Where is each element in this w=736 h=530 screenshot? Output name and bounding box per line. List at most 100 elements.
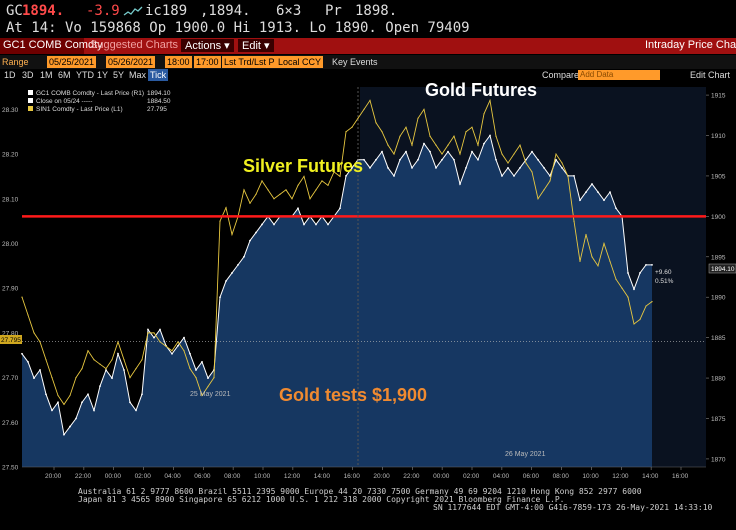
gold-point [243, 255, 245, 258]
legend-gold-name: GC1 COMB Comdty - Last Price (R1) [36, 90, 144, 97]
gold-point [387, 166, 389, 169]
silver-point [639, 318, 641, 321]
period-5y[interactable]: 5Y [113, 70, 125, 80]
quote-last-price: 1894. [22, 3, 65, 19]
gold-futures-label: Gold Futures [425, 81, 537, 100]
left-tick-label: 27.90 [2, 286, 19, 293]
silver-point [21, 296, 23, 298]
gold-point [117, 352, 119, 355]
left-tick-label: 28.10 [2, 196, 19, 203]
add-data-input[interactable]: Add Data [578, 70, 660, 80]
time-start-field[interactable]: 18:00 [165, 56, 192, 68]
legend-gold-value: 1894.10 [147, 90, 171, 97]
day-label-1: 25 May 2021 [190, 391, 231, 398]
silver-point [57, 394, 59, 397]
gold-point [129, 401, 131, 404]
silver-point [87, 350, 89, 352]
gold-point [417, 158, 419, 161]
silver-point [303, 175, 305, 178]
x-tick-label: 10:00 [254, 473, 271, 480]
silver-point [153, 332, 155, 334]
x-axis: 20:00 22:00 00:00 02:00 04:00 06:00 08:00 10:00… [22, 466, 706, 480]
gold-point [81, 401, 83, 404]
period-max[interactable]: Max [129, 70, 147, 80]
gold-point [375, 158, 377, 161]
legend-close-name: Close on 05/24 ----- [36, 98, 92, 105]
silver-point [213, 376, 215, 379]
period-3d[interactable]: 3D [22, 70, 34, 80]
footer: Australia 61 2 9777 8600 Brazil 5511 239… [0, 486, 736, 530]
x-tick-label: 12:00 [284, 473, 301, 480]
gold-point [327, 223, 329, 226]
silver-point [423, 108, 425, 110]
silver-point [393, 153, 395, 155]
gold-point [159, 328, 161, 331]
legend-swatch-close [28, 98, 33, 103]
x-tick-label: 10:00 [582, 473, 599, 480]
silver-point [333, 171, 335, 173]
gold-point [219, 296, 221, 299]
gold-point [147, 328, 149, 331]
period-tick[interactable]: Tick [148, 69, 169, 81]
range-bar: Range 05/25/2021 05/26/2021 18:00 17:00 … [0, 55, 736, 69]
gold-point [75, 417, 77, 420]
edit-menu[interactable]: Edit ▾ [238, 39, 274, 52]
actions-menu[interactable]: Actions ▾ [181, 39, 234, 52]
period-1d[interactable]: 1D [4, 70, 16, 80]
gold-point [105, 369, 107, 371]
gold-point [315, 223, 317, 226]
period-1y[interactable]: 1Y [97, 70, 109, 80]
range-start-field[interactable]: 05/25/2021 [47, 56, 97, 68]
silver-point [363, 108, 365, 110]
silver-point [207, 385, 209, 388]
legend-swatch-silver [28, 106, 33, 111]
gold-point [225, 280, 227, 282]
silver-point [189, 368, 191, 370]
edit-chart-button[interactable]: Edit Chart [690, 70, 731, 80]
time-end-field[interactable]: 17:00 [194, 56, 221, 68]
price-mode-select[interactable]: Lst Trd/Lst P [222, 56, 277, 68]
silver-point [345, 131, 347, 133]
silver-point [549, 180, 551, 182]
x-tick-label: 02:00 [135, 473, 152, 480]
gold-point [555, 158, 557, 161]
range-end-field[interactable]: 05/26/2021 [106, 56, 156, 68]
silver-point [201, 394, 203, 397]
silver-line [21, 98, 653, 406]
gold-point [579, 199, 581, 202]
left-tick-label: 27.60 [2, 420, 19, 427]
period-ytd[interactable]: YTD [76, 70, 94, 80]
silver-point [381, 131, 383, 133]
silver-point [183, 350, 185, 352]
silver-futures-label: Silver Futures [243, 156, 363, 176]
gold-point [435, 166, 437, 169]
silver-point [453, 135, 455, 137]
x-tick-label: 22:00 [75, 473, 92, 480]
left-tick-label: 28.30 [2, 107, 19, 114]
suggested-charts-button[interactable]: Suggested Charts [90, 39, 179, 51]
x-tick-label: 16:00 [672, 473, 689, 480]
silver-point [267, 189, 269, 191]
period-1m[interactable]: 1M [40, 70, 53, 80]
silver-point [111, 359, 113, 361]
silver-point [495, 135, 497, 137]
x-tick-label: 20:00 [373, 473, 390, 480]
right-tick-label: 1880 [711, 376, 726, 383]
silver-point [483, 113, 485, 115]
legend-swatch-gold [28, 90, 33, 95]
security-field[interactable]: GC1 COMB Comdty [0, 38, 103, 54]
gold-point [183, 336, 185, 339]
silver-point [357, 117, 359, 119]
gold-point [549, 175, 551, 177]
silver-point [525, 162, 527, 164]
key-events-toggle[interactable]: Key Events [332, 57, 378, 67]
gold-point [477, 158, 479, 161]
silver-point [591, 256, 593, 258]
x-tick-label: 08:00 [224, 473, 241, 480]
gold-point [507, 166, 509, 169]
period-6m[interactable]: 6M [58, 70, 71, 80]
x-tick-label: 12:00 [612, 473, 629, 480]
gold-point [57, 401, 59, 404]
silver-point [243, 189, 245, 191]
currency-select[interactable]: Local CCY [276, 56, 324, 68]
